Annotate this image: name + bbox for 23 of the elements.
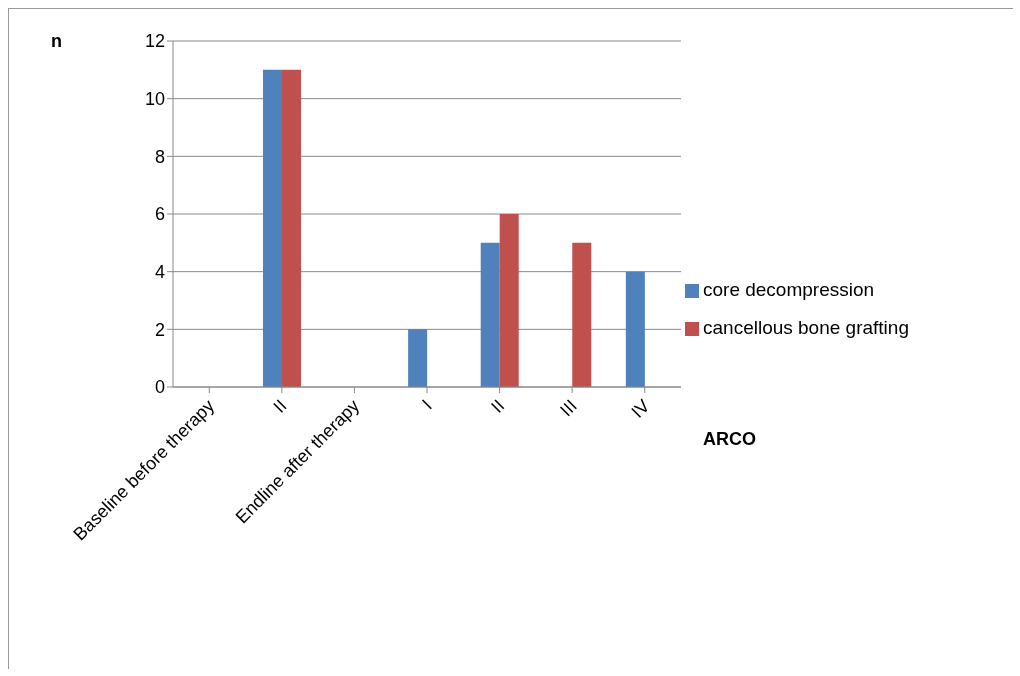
bar bbox=[625, 271, 645, 387]
y-tick-label: 4 bbox=[154, 262, 165, 283]
y-tick-label: 0 bbox=[154, 377, 165, 398]
legend-label: core decompression bbox=[703, 279, 875, 300]
x-tick-label: I bbox=[418, 395, 436, 414]
bar bbox=[499, 214, 519, 387]
x-tick-label: II bbox=[487, 395, 509, 417]
bar bbox=[480, 242, 500, 387]
y-tick-label: 12 bbox=[144, 31, 165, 52]
x-tick-label: II bbox=[269, 395, 291, 417]
bar bbox=[262, 69, 282, 387]
y-tick-label: 8 bbox=[154, 146, 165, 167]
bar bbox=[281, 69, 301, 387]
bar bbox=[572, 242, 592, 387]
x-axis-title: ARCO bbox=[703, 429, 756, 450]
y-axis-title: n bbox=[51, 31, 62, 52]
x-tick-label: IV bbox=[627, 395, 654, 422]
y-tick-label: 2 bbox=[154, 319, 165, 340]
legend-label: cancellous bone grafting bbox=[703, 317, 909, 338]
y-tick-label: 10 bbox=[144, 89, 165, 110]
y-tick-label: 6 bbox=[154, 204, 165, 225]
bar bbox=[408, 329, 428, 387]
x-tick-label: III bbox=[556, 395, 581, 421]
